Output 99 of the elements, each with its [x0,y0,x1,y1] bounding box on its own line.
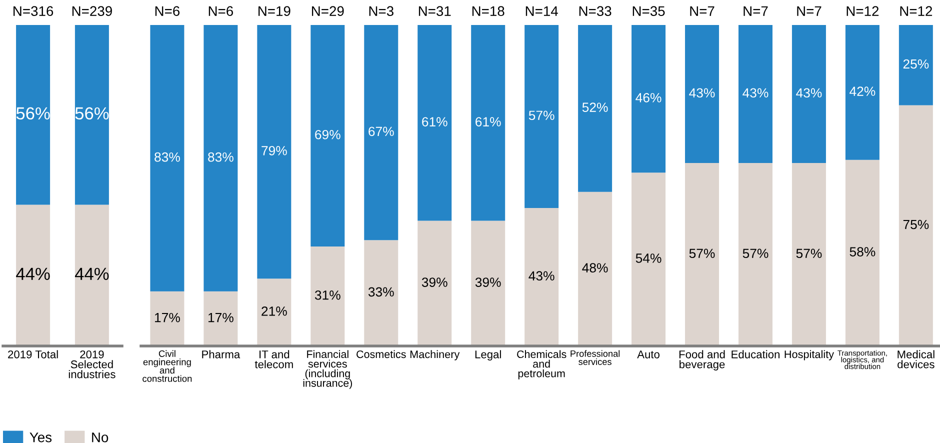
x-tick-label: Pharma [202,350,240,358]
data-label: 58% [850,247,876,256]
data-label: 67% [368,126,394,136]
data-label: 39% [422,278,448,287]
bar [364,25,398,240]
bar [845,25,880,160]
bar [310,246,345,346]
bar [310,25,345,246]
data-label: 79% [262,146,287,156]
annotation: N=7 [797,6,822,16]
data-label: 39% [475,278,501,287]
data-label: 17% [208,312,234,322]
bar [792,25,826,164]
bar [524,25,559,208]
data-label: 43% [528,271,554,281]
bar [204,291,238,346]
data-label: 17% [155,312,180,322]
data-label: 21% [262,306,287,316]
annotation: N=33 [579,6,612,16]
bar [738,163,772,346]
data-label: 54% [636,254,662,263]
data-label: 48% [582,263,608,272]
data-label: 56% [16,107,50,120]
data-label: 42% [850,86,876,96]
x-tick-label: Food and beverage [679,350,725,370]
bar [632,25,666,173]
x-tick-label: Legal [475,350,501,361]
data-label: 83% [154,152,180,162]
data-label: 31% [314,290,340,300]
bar [524,208,559,346]
annotation: N=14 [526,6,558,16]
annotation: N=3 [369,6,394,16]
data-label: 43% [689,88,715,98]
bar [792,163,826,346]
annotation: N=35 [632,6,665,16]
bar [150,291,184,346]
annotation: N=316 [14,6,54,16]
data-label: 46% [636,93,662,102]
annotation: N=7 [744,6,768,16]
x-tick-label: Hospitality [784,350,834,360]
bar [632,172,666,346]
bar [150,25,184,292]
data-label: 75% [903,220,929,230]
data-label: 83% [208,152,234,162]
bar [257,25,292,279]
x-tick-label: Civil engineering and construction [142,350,192,382]
bar [471,220,506,346]
annotation: N=31 [418,6,451,16]
x-tick-label: Medical devices [898,350,934,368]
bar [418,25,452,221]
bar [685,163,720,346]
data-label: 57% [796,248,822,258]
annotation: N=12 [900,6,932,16]
bar [685,25,720,164]
data-label: 69% [315,130,340,140]
x-tick-label: 2019 Total [8,350,58,358]
data-label: 61% [422,117,448,126]
annotation: N=239 [72,6,112,16]
data-label: 52% [582,102,608,112]
annotation: N=18 [472,6,504,16]
bar [578,192,612,346]
x-tick-label: Education [732,350,780,358]
x-tick-label: Machinery [410,350,460,360]
bar [471,25,506,221]
data-label: 57% [689,248,715,258]
data-label: 43% [742,88,768,98]
x-tick-label: Professional services [570,350,620,366]
bar [204,25,238,292]
data-label: 25% [903,59,929,69]
annotation: N=7 [690,6,714,16]
annotation: N=6 [208,6,234,16]
x-tick-label: Auto [637,350,660,358]
bar [898,25,933,106]
data-label: 57% [528,110,554,120]
bar [845,160,880,346]
data-label: 44% [16,268,50,280]
x-tick-label: IT and telecom [254,350,293,368]
x-tick-label: Cosmetics [356,350,406,358]
data-label: 57% [742,248,768,258]
x-tick-label: Financial services (including insurance) [303,350,352,389]
data-label: 56% [75,107,109,120]
data-label: 43% [796,88,822,98]
annotation: N=19 [258,6,290,16]
annotation: N=6 [155,6,180,16]
annotation: N=12 [846,6,879,16]
bar [257,278,292,346]
bar [418,220,452,346]
annotation: N=29 [312,6,344,16]
x-tick-label: Chemicals and petroleum [517,350,566,380]
bar [364,240,398,346]
bar [738,25,772,164]
legend-label: No [92,432,108,442]
bar [898,105,933,346]
legend-label: Yes [30,432,52,442]
data-label: 61% [476,117,501,126]
data-label: 33% [368,287,394,297]
data-label: 44% [74,268,109,280]
x-tick-label: 2019 Selected industries [68,350,116,378]
bar [578,25,612,192]
